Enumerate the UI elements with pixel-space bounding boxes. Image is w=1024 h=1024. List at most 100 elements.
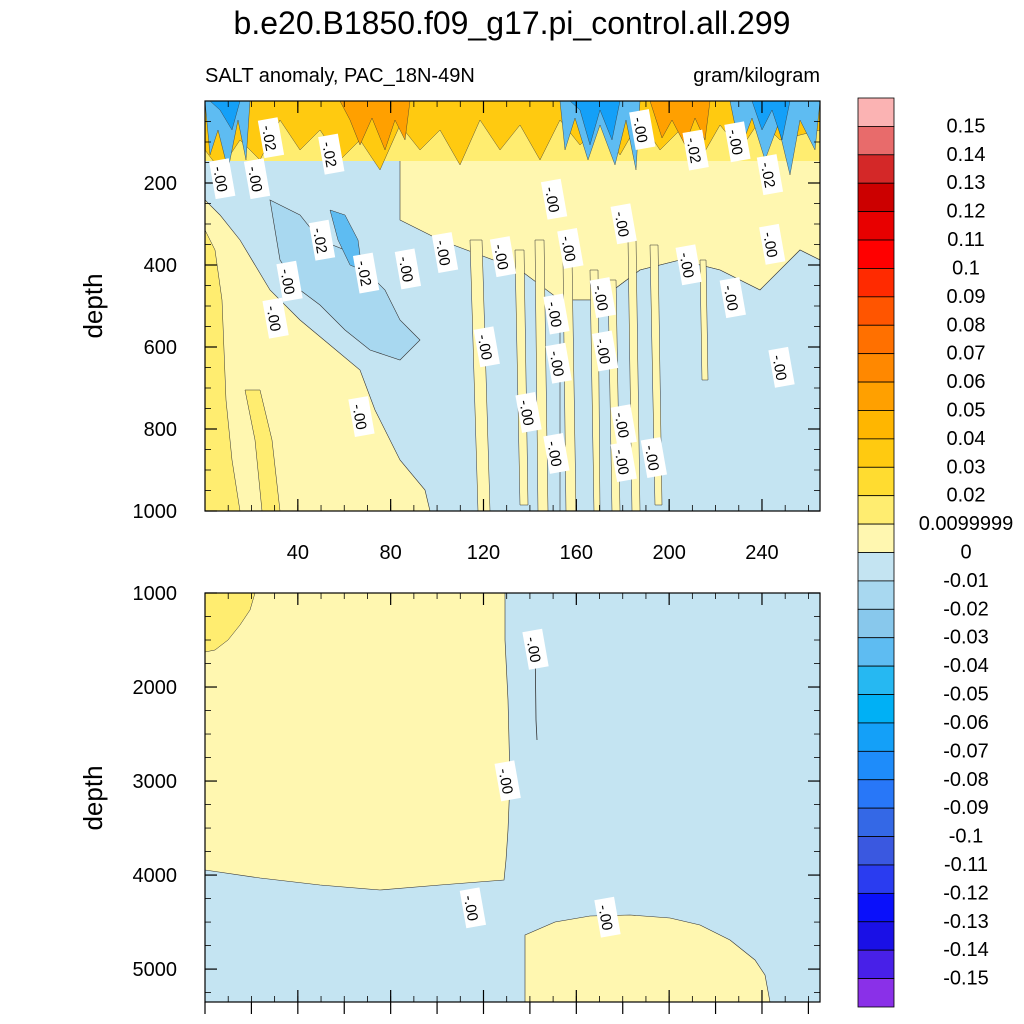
colorbar-swatch xyxy=(857,353,895,383)
contour-label-text: -.00 xyxy=(515,399,536,427)
contour-label: -.00 xyxy=(640,437,668,478)
y-tick-label: 1000 xyxy=(133,501,178,523)
colorbar-label: 0.11 xyxy=(947,229,984,251)
contour-label-bg xyxy=(276,260,303,302)
upper-contour-labels: -.02 -.02 -.00 -.00 -.02 -.00 -.00 -.02 -.00 -.00… xyxy=(209,109,795,483)
contour-label: -.00 xyxy=(724,121,751,163)
lower-contour-field xyxy=(205,593,820,1002)
contour-label-bg xyxy=(352,252,380,294)
contour-label-text: -.00 xyxy=(263,304,284,332)
contour-label-bg xyxy=(540,178,568,220)
variable-subtitle: SALT anomaly, PAC_18N-49N xyxy=(205,65,475,87)
contour-label: -.00 xyxy=(629,109,656,150)
contour-label-bg xyxy=(759,223,786,265)
contour-label: -.00 xyxy=(209,158,236,200)
colorbar-swatch xyxy=(857,694,895,724)
contour-label-bg xyxy=(719,277,746,319)
contour-label-bg xyxy=(515,391,542,433)
contour-label-bg xyxy=(348,396,375,437)
colorbar-swatch xyxy=(857,864,895,894)
contour-label: -.00 xyxy=(543,432,570,474)
contour-label: -.02 xyxy=(756,154,784,196)
upper-positive-core-left2 xyxy=(244,389,281,511)
lower-y-axis-label: depth xyxy=(78,765,108,830)
contour-label-bg xyxy=(610,203,637,245)
colorbar-label: -0.02 xyxy=(943,598,989,620)
contour-label: -.00 xyxy=(675,244,702,286)
contour-label-text: -.00 xyxy=(244,165,265,193)
contour-label-bg xyxy=(594,896,621,938)
lower-panel: 1000 2000 3000 4000 5000 -.00 -.00 -.00 -.00 de… xyxy=(78,583,821,1014)
contour-label: -.00 xyxy=(262,297,289,339)
contour-label-bg xyxy=(543,432,570,474)
colorbar-label: 0.04 xyxy=(947,428,986,450)
colorbar-swatch xyxy=(857,126,895,156)
contour-label-bg xyxy=(394,248,422,290)
colorbar-label: 0.14 xyxy=(947,144,986,166)
contour-label-text: -.00 xyxy=(592,337,613,365)
contour-label: -.00 xyxy=(594,896,621,938)
contour-label: -.00 xyxy=(610,203,637,245)
colorbar-swatch xyxy=(857,324,895,355)
colorbar-swatch xyxy=(857,438,895,468)
contour-label-text: -.00 xyxy=(557,235,578,263)
colorbar-label: 0 xyxy=(960,542,971,564)
contour-label-text: -.00 xyxy=(768,354,789,382)
colorbar-swatch xyxy=(857,637,895,667)
figure-title: b.e20.B1850.f09_g17.pi_control.all.299 xyxy=(234,5,791,41)
contour-label-bg xyxy=(724,121,751,163)
colorbar-label: -0.07 xyxy=(943,740,989,762)
lower-positive-region-bottom xyxy=(524,914,771,1002)
contour-label-bg xyxy=(768,346,795,388)
contour-label-bg xyxy=(318,133,345,175)
x-tick-label: 40 xyxy=(287,542,309,564)
contour-label-bg xyxy=(756,154,784,196)
colorbar-swatch xyxy=(857,978,895,1008)
contour-label-text: -.00 xyxy=(546,349,567,377)
contour-label: -.00 xyxy=(545,342,572,384)
contour-label-bg xyxy=(257,117,285,159)
contour-label-bg xyxy=(431,232,459,273)
colorbar-swatch xyxy=(857,154,895,184)
colorbar-swatch xyxy=(857,665,895,695)
colorbar-label: 0.05 xyxy=(947,399,986,421)
contour-label: -.00 xyxy=(459,887,487,929)
x-tick-label: 120 xyxy=(467,542,500,564)
x-tick-label: 80 xyxy=(380,542,402,564)
colorbar-label: 0.07 xyxy=(947,343,986,365)
contour-label: -.02 xyxy=(352,252,380,294)
contour-label-bg xyxy=(308,219,336,261)
colorbar-label: 0.02 xyxy=(947,485,986,507)
colorbar-swatch xyxy=(857,239,895,269)
contour-label-text: -.00 xyxy=(209,165,230,193)
x-tick-label: 200 xyxy=(652,542,685,564)
y-tick-label: 5000 xyxy=(133,959,178,981)
contour-label-text: -.00 xyxy=(676,251,697,279)
colorbar-swatch xyxy=(857,892,895,923)
contour-label: -.00 xyxy=(540,178,568,220)
contour-label: -.00 xyxy=(610,404,637,446)
contour-label-text: -.00 xyxy=(720,284,741,312)
contour-label: -.00 xyxy=(515,391,542,433)
colorbar-label: -0.03 xyxy=(943,627,989,649)
colorbar-label: -0.01 xyxy=(943,570,989,592)
contour-label-bg xyxy=(262,297,289,339)
colorbar-label: 0.0099999 xyxy=(919,513,1014,535)
contour-label-bg xyxy=(675,244,702,286)
contour-label-text: -.02 xyxy=(309,226,330,254)
x-tick-label: 160 xyxy=(560,542,593,564)
contour-label: -.02 xyxy=(318,133,345,175)
colorbar-swatch xyxy=(857,268,895,298)
contour-label: -.00 xyxy=(522,628,549,670)
colorbar-swatch xyxy=(857,97,895,127)
contour-label-bg xyxy=(610,441,637,483)
colorbar-label: 0.12 xyxy=(947,201,986,223)
contour-label-text: -.00 xyxy=(348,403,369,431)
y-tick-label: 1000 xyxy=(133,583,178,605)
contour-label-text: -.00 xyxy=(522,635,543,663)
colorbar-label: -0.04 xyxy=(943,655,989,677)
contour-label-text: -.00 xyxy=(460,894,481,922)
contour-label: -.00 xyxy=(592,330,619,372)
contour-label: -.02 xyxy=(257,117,285,159)
